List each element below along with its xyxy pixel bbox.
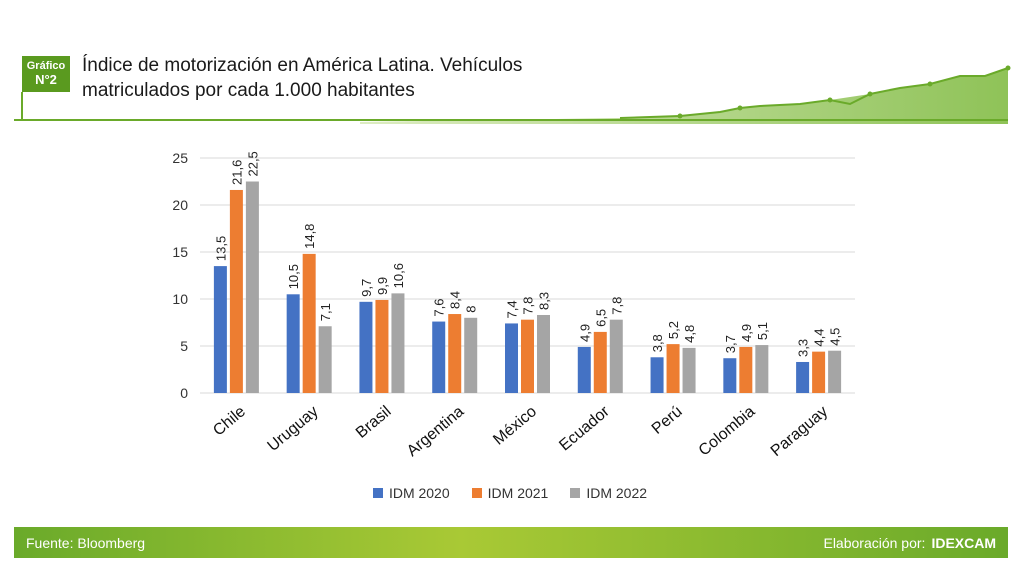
legend-swatch [570, 488, 581, 498]
y-tick-label: 5 [180, 338, 188, 354]
bar [302, 253, 316, 393]
bar [359, 301, 373, 393]
x-tick-label: Colombia [696, 403, 759, 460]
chart-area: 0 5 10 15 20 25 13,5 21,6 22,5 Chile 10,5 14,8 7,1 Ur… [0, 130, 1020, 520]
data-label: 8,4 [448, 291, 463, 309]
bar [739, 346, 753, 393]
source-text: Fuente: Bloomberg [26, 534, 146, 551]
bar [577, 346, 591, 393]
bar [812, 351, 826, 393]
data-label: 7,8 [521, 297, 536, 315]
data-label: 8,3 [537, 292, 552, 310]
data-label: 4,9 [739, 324, 754, 342]
data-label: 5,2 [666, 321, 681, 339]
data-label: 6,5 [593, 309, 608, 327]
data-label: 8 [464, 306, 479, 313]
y-tick-label: 15 [172, 244, 188, 260]
data-label: 9,7 [359, 279, 374, 297]
legend-label: IDM 2020 [388, 485, 450, 501]
bar [464, 317, 478, 393]
x-tick-label: Brasil [353, 403, 395, 442]
credit-prefix: Elaboración por: [823, 534, 926, 551]
legend-item: IDM 2022 [570, 485, 647, 501]
data-label: 7,1 [318, 303, 333, 321]
data-label: 4,9 [577, 324, 592, 342]
bar [796, 361, 810, 393]
legend-swatch [372, 488, 383, 498]
legend-item: IDM 2021 [471, 485, 549, 501]
bar [391, 293, 405, 393]
data-label: 5,1 [755, 322, 770, 340]
bar [213, 266, 227, 393]
bar [593, 331, 607, 393]
bar [505, 323, 518, 393]
bar [537, 314, 550, 393]
x-tick-label: Paraguay [768, 403, 831, 460]
data-label: 22,5 [245, 151, 260, 176]
data-label: 3,8 [650, 334, 665, 352]
header: Gráfico N°2 Índice de motorización en Am… [0, 0, 1020, 130]
data-label: 4,5 [828, 328, 843, 346]
badge-number: N°2 [35, 72, 57, 87]
bar-chart: 0 5 10 15 20 25 13,5 21,6 22,5 Chile 10,514,8 7,1 Ur… [172, 150, 855, 460]
page-title: Índice de motorización en América Latina… [82, 55, 523, 101]
legend-label: IDM 2022 [586, 485, 648, 501]
footer: Fuente: Bloomberg Elaboración por: IDEXCA… [14, 527, 1008, 558]
chart-legend: IDM 2020 IDM 2021 IDM 2022 [0, 485, 1020, 501]
bar [286, 294, 300, 393]
badge-label: Gráfico [26, 60, 66, 72]
legend-item: IDM 2020 [372, 485, 450, 501]
mountain-decoration [14, 65, 1011, 124]
bar [229, 189, 243, 393]
y-tick-label: 25 [172, 150, 188, 166]
data-label: 3,3 [796, 339, 811, 357]
bar [432, 321, 446, 393]
data-label: 9,9 [375, 277, 390, 295]
bar [448, 314, 462, 393]
legend-swatch [471, 488, 482, 498]
bar [375, 299, 389, 393]
x-tick-label: México [490, 403, 540, 449]
bar [682, 347, 696, 393]
data-label: 7,6 [432, 298, 447, 316]
data-label: 7,4 [505, 300, 520, 318]
bar [666, 344, 680, 393]
bar [755, 345, 769, 393]
legend-label: IDM 2021 [487, 485, 549, 501]
chart-number-badge: Gráfico N°2 [22, 56, 70, 92]
credit-name: IDEXCAM [931, 534, 996, 551]
y-tick-label: 0 [180, 385, 188, 401]
x-tick-label: Uruguay [264, 403, 321, 455]
data-label: 10,5 [286, 264, 301, 289]
data-label: 10,6 [391, 263, 406, 288]
bar [609, 319, 623, 393]
data-label: 21,6 [229, 160, 244, 185]
data-label: 4,4 [812, 329, 827, 347]
x-tick-label: Chile [210, 403, 249, 440]
bar [318, 326, 332, 393]
data-label: 14,8 [302, 224, 317, 249]
y-tick-label: 10 [172, 291, 188, 307]
x-tick-label: Argentina [404, 403, 467, 460]
data-label: 13,5 [213, 236, 228, 261]
bar [828, 350, 842, 393]
bar [650, 357, 664, 393]
x-tick-label: Ecuador [556, 403, 613, 455]
data-label: 7,8 [609, 297, 624, 315]
bar [723, 358, 737, 393]
data-label: 3,7 [723, 335, 738, 353]
y-tick-label: 20 [172, 197, 188, 213]
x-tick-label: Perú [649, 403, 686, 438]
credit-text: Elaboración por: IDEXCAM [823, 535, 996, 551]
bar [521, 319, 534, 393]
bar [245, 181, 259, 393]
data-label: 4,8 [682, 325, 697, 343]
